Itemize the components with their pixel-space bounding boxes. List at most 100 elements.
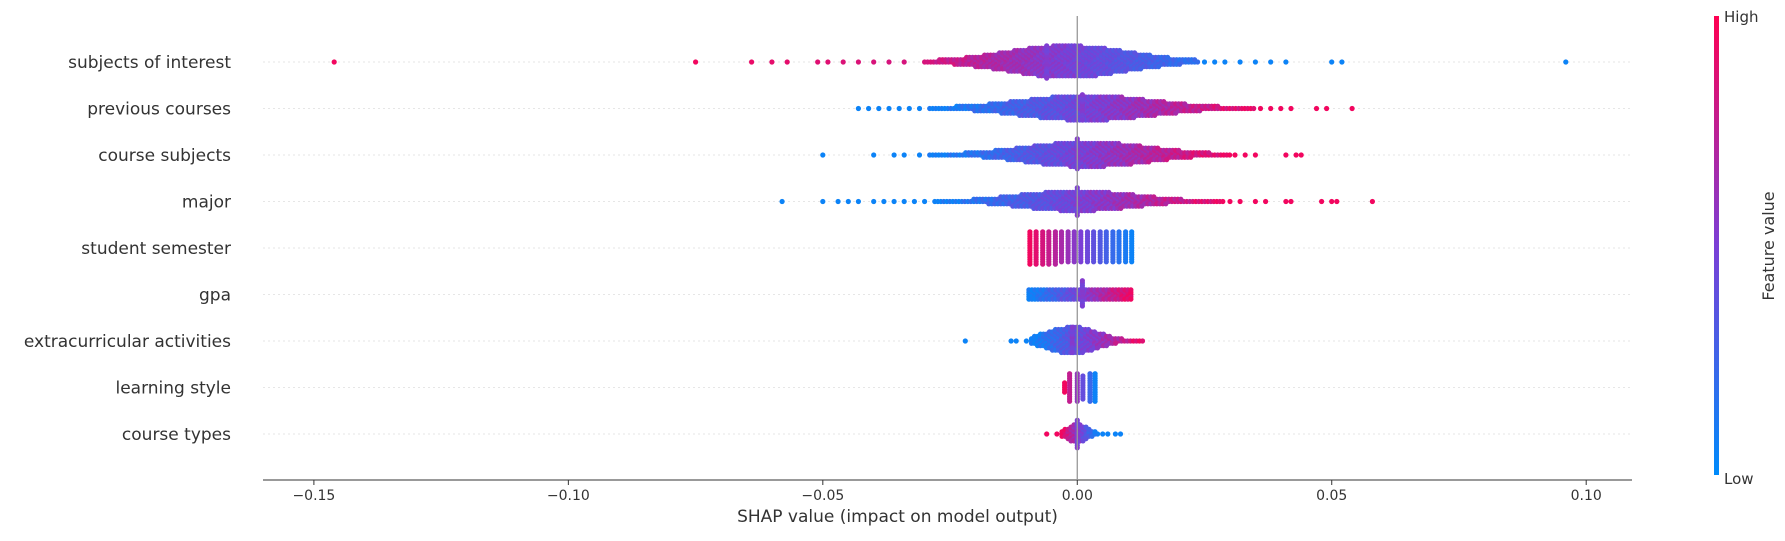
data-point bbox=[1052, 261, 1058, 267]
data-point bbox=[1283, 152, 1289, 158]
data-point bbox=[815, 59, 821, 65]
data-point bbox=[820, 152, 826, 158]
data-point bbox=[835, 198, 841, 205]
x-tick-label: 0.10 bbox=[1571, 488, 1602, 504]
data-point bbox=[1100, 431, 1106, 437]
data-point bbox=[331, 59, 337, 65]
data-point bbox=[1071, 229, 1077, 235]
data-point bbox=[1242, 152, 1248, 158]
data-point bbox=[1079, 92, 1085, 98]
x-tick-label: 0.05 bbox=[1316, 488, 1347, 504]
feature-label: previous courses bbox=[87, 100, 231, 120]
data-point bbox=[820, 198, 826, 205]
data-point bbox=[1092, 371, 1098, 377]
feature-label: major bbox=[182, 193, 231, 213]
data-point bbox=[1349, 105, 1355, 112]
data-point bbox=[1117, 431, 1124, 437]
data-point bbox=[1298, 152, 1304, 158]
data-point bbox=[1139, 338, 1146, 344]
data-point bbox=[1046, 229, 1052, 235]
data-point bbox=[1079, 303, 1085, 309]
data-point bbox=[1324, 105, 1330, 112]
data-point bbox=[1079, 278, 1085, 284]
feature-label: extracurricular activities bbox=[24, 332, 231, 352]
data-point bbox=[1123, 229, 1129, 235]
data-point bbox=[891, 152, 897, 158]
feature-labels: subjects of interest previous courses cour… bbox=[24, 53, 231, 445]
data-point bbox=[1227, 152, 1233, 158]
data-point bbox=[901, 152, 907, 158]
colorbar-gradient bbox=[1714, 16, 1719, 475]
data-point bbox=[1116, 229, 1122, 235]
data-point bbox=[1092, 429, 1098, 435]
row-guidelines bbox=[263, 61, 1632, 435]
colorbar: High Low Feature value bbox=[1714, 8, 1778, 488]
data-point bbox=[1252, 152, 1258, 158]
data-point bbox=[1079, 117, 1085, 123]
data-point bbox=[916, 105, 923, 112]
feature-label: learning style bbox=[115, 379, 231, 399]
data-point bbox=[1369, 198, 1375, 205]
data-point bbox=[1067, 371, 1073, 377]
data-point bbox=[1268, 59, 1274, 65]
data-point bbox=[1087, 398, 1093, 404]
data-point bbox=[769, 59, 775, 65]
data-point bbox=[1058, 229, 1065, 235]
data-point bbox=[1123, 259, 1129, 265]
data-point bbox=[876, 105, 882, 112]
data-point bbox=[1027, 261, 1033, 267]
data-point bbox=[1319, 198, 1325, 205]
data-point bbox=[1257, 105, 1264, 112]
data-point bbox=[1040, 261, 1046, 267]
data-point bbox=[1268, 105, 1274, 112]
data-point bbox=[1112, 431, 1118, 437]
data-point bbox=[840, 59, 846, 65]
data-point bbox=[1040, 229, 1046, 235]
data-point bbox=[1062, 380, 1068, 386]
data-point bbox=[1067, 398, 1073, 404]
data-point bbox=[1080, 396, 1086, 402]
colorbar-title: Feature value bbox=[1759, 191, 1778, 300]
data-point bbox=[1329, 198, 1335, 205]
data-point bbox=[1288, 105, 1294, 112]
colorbar-low-label: Low bbox=[1724, 470, 1754, 488]
data-point bbox=[825, 59, 831, 65]
data-point bbox=[1128, 296, 1134, 302]
data-point bbox=[1252, 198, 1258, 205]
data-point bbox=[1091, 259, 1097, 265]
data-point bbox=[1212, 59, 1218, 65]
colorbar-high-label: High bbox=[1724, 8, 1758, 26]
data-point bbox=[886, 105, 892, 112]
data-point bbox=[1065, 259, 1071, 265]
data-point bbox=[1252, 59, 1258, 65]
feature-label: gpa bbox=[199, 286, 231, 306]
data-point bbox=[1065, 229, 1071, 235]
data-point bbox=[1283, 59, 1289, 65]
data-point bbox=[1251, 105, 1257, 112]
data-point bbox=[855, 105, 862, 112]
data-point bbox=[1078, 259, 1084, 265]
feature-label: course subjects bbox=[98, 146, 231, 166]
data-point bbox=[962, 338, 968, 344]
data-point bbox=[779, 198, 785, 205]
data-point bbox=[1129, 229, 1135, 235]
data-point bbox=[1092, 398, 1098, 404]
data-point bbox=[855, 198, 862, 205]
data-point bbox=[1222, 59, 1228, 65]
data-point bbox=[1128, 287, 1134, 293]
data-point bbox=[1201, 59, 1208, 65]
data-point bbox=[693, 59, 699, 65]
data-point bbox=[1033, 229, 1039, 235]
data-point bbox=[1078, 229, 1084, 235]
data-point bbox=[1044, 43, 1050, 49]
feature-label: course types bbox=[122, 425, 231, 445]
x-tick-label: −0.15 bbox=[292, 488, 335, 504]
data-point bbox=[1313, 105, 1320, 112]
data-point bbox=[1232, 152, 1238, 158]
data-point bbox=[1084, 259, 1091, 265]
feature-label: student semester bbox=[81, 239, 231, 259]
data-point bbox=[871, 198, 877, 205]
data-point bbox=[1293, 152, 1299, 158]
data-point bbox=[845, 198, 851, 205]
